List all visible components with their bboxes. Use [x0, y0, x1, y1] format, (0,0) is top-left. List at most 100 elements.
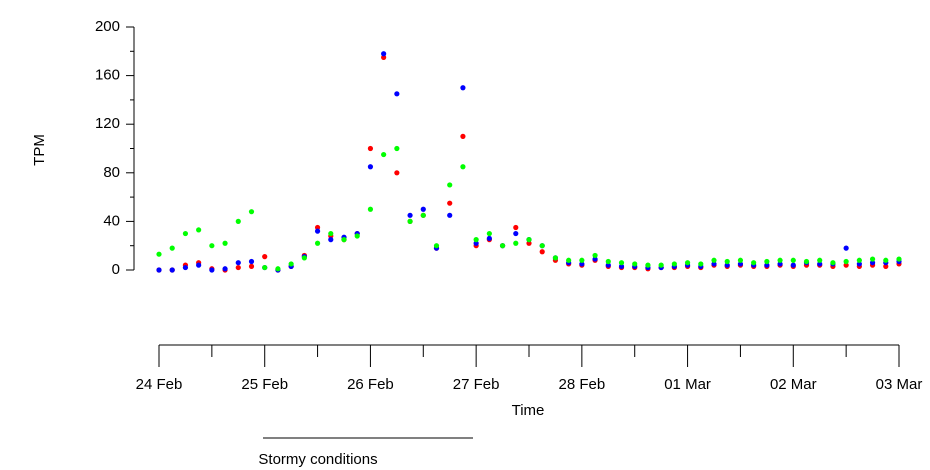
- point: [883, 257, 889, 263]
- point: [764, 262, 770, 268]
- point: [288, 261, 294, 267]
- point: [632, 261, 638, 267]
- point: [209, 243, 215, 249]
- point: [499, 243, 506, 249]
- y-tick-label: 120: [95, 115, 120, 132]
- point: [248, 209, 255, 215]
- point: [486, 235, 492, 242]
- point: [605, 262, 611, 268]
- y-tick-label: 80: [103, 164, 120, 181]
- x-axis-title: Time: [512, 402, 545, 419]
- x-tick-label: 02 Mar: [770, 376, 817, 393]
- point: [381, 51, 387, 57]
- y-tick-label: 200: [95, 18, 120, 35]
- point: [367, 145, 374, 152]
- point: [156, 267, 162, 273]
- point: [341, 237, 347, 243]
- point: [724, 262, 730, 268]
- point: [618, 263, 625, 269]
- point: [381, 54, 387, 60]
- point: [156, 251, 162, 257]
- point: [817, 261, 823, 267]
- point: [169, 267, 175, 273]
- point: [566, 257, 572, 263]
- point: [394, 91, 400, 97]
- y-tick-label: 0: [112, 261, 120, 278]
- point: [684, 260, 691, 266]
- point: [407, 212, 413, 218]
- point: [447, 182, 453, 188]
- point: [314, 224, 321, 231]
- y-axis-title: TPM: [31, 134, 48, 166]
- point: [856, 261, 862, 267]
- point: [460, 164, 466, 170]
- point: [235, 218, 241, 224]
- x-tick-label: 27 Feb: [453, 376, 500, 393]
- point: [513, 240, 519, 246]
- point: [460, 85, 466, 91]
- point: [262, 264, 268, 271]
- point: [447, 200, 453, 206]
- x-tick-label: 24 Feb: [136, 376, 183, 393]
- point: [869, 256, 876, 262]
- y-tick-label: 160: [95, 67, 120, 84]
- point: [526, 237, 532, 243]
- point: [737, 257, 744, 263]
- point: [896, 256, 902, 262]
- point: [803, 258, 810, 265]
- point: [539, 243, 545, 249]
- point: [856, 257, 862, 263]
- point: [790, 262, 796, 268]
- point: [248, 263, 255, 269]
- point: [196, 227, 202, 233]
- point: [169, 245, 175, 251]
- point: [751, 260, 757, 266]
- point: [182, 230, 189, 237]
- point: [235, 264, 241, 271]
- point: [724, 258, 730, 265]
- point: [486, 230, 492, 237]
- x-tick-label: 25 Feb: [241, 376, 288, 393]
- point: [605, 258, 611, 265]
- point: [275, 266, 281, 272]
- point: [843, 262, 849, 268]
- point: [222, 266, 228, 272]
- point: [473, 240, 479, 246]
- point: [354, 233, 360, 239]
- point: [658, 262, 664, 268]
- point: [196, 262, 202, 268]
- point: [645, 262, 651, 268]
- point: [777, 257, 783, 263]
- point: [460, 133, 466, 139]
- point: [407, 218, 413, 224]
- point: [235, 260, 241, 266]
- point: [843, 245, 849, 251]
- point: [209, 267, 215, 273]
- point: [473, 237, 479, 243]
- point: [328, 230, 334, 237]
- point: [579, 261, 585, 267]
- point: [513, 230, 519, 237]
- point: [301, 255, 307, 261]
- point: [513, 224, 519, 231]
- point: [526, 240, 532, 246]
- point: [552, 255, 559, 261]
- point: [539, 249, 545, 255]
- x-tick-label: 26 Feb: [347, 376, 394, 393]
- point: [222, 240, 228, 246]
- point: [367, 206, 374, 212]
- y-tick-label: 40: [103, 212, 120, 229]
- point: [314, 240, 321, 246]
- point: [711, 261, 717, 267]
- point: [737, 261, 744, 267]
- point: [262, 254, 268, 260]
- point: [328, 237, 334, 243]
- x-tick-label: 28 Feb: [559, 376, 606, 393]
- x-tick-label: 01 Mar: [664, 376, 711, 393]
- point: [447, 212, 453, 218]
- point: [592, 256, 598, 262]
- point: [592, 252, 598, 259]
- point: [367, 164, 374, 170]
- x-tick-label: 03 Mar: [876, 376, 923, 393]
- point: [698, 261, 704, 267]
